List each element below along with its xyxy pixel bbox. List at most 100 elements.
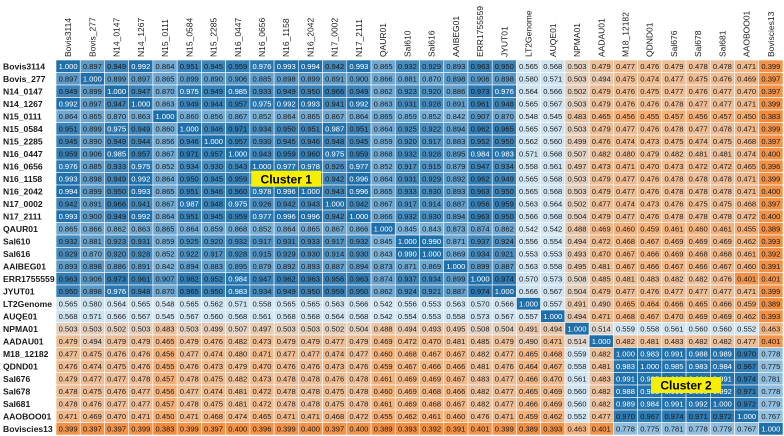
cell-value: 0.472 (737, 212, 756, 221)
cell-value: 0.478 (301, 399, 320, 408)
cell-value: 0.477 (495, 387, 514, 396)
cell-value: 0.479 (592, 187, 611, 196)
cell-value: 0.475 (83, 349, 102, 358)
cell-value: 0.477 (349, 349, 368, 358)
cell-value: 0.565 (519, 62, 538, 71)
cell-value: 0.898 (83, 174, 102, 183)
cell-value: 0.992 (59, 99, 78, 108)
cell-value: 0.934 (471, 249, 490, 258)
cell-value: 0.471 (737, 187, 756, 196)
cell-value: 0.859 (374, 137, 393, 146)
cell-value: 0.959 (59, 149, 78, 158)
cell-value: 0.552 (568, 412, 587, 421)
cell-value: 0.477 (107, 399, 126, 408)
cell-value: 0.479 (592, 62, 611, 71)
cell-value: 0.478 (664, 124, 683, 133)
cell-value: 0.471 (616, 162, 635, 171)
cell-value: 0.899 (180, 74, 199, 83)
cell-value: 0.558 (446, 312, 465, 321)
column-label: N16_0447 (233, 17, 243, 57)
cell-value: 0.944 (204, 99, 223, 108)
cell-value: 1.000 (640, 362, 659, 371)
cell-value: 0.401 (761, 337, 780, 346)
cell-value: 0.947 (471, 162, 490, 171)
cell-value: 0.450 (737, 112, 756, 121)
cell-value: 0.984 (228, 274, 247, 283)
cell-value: 0.479 (664, 62, 683, 71)
cell-value: 0.475 (83, 387, 102, 396)
cell-value: 0.476 (107, 349, 126, 358)
cell-value: 0.942 (325, 212, 344, 221)
cell-value: 0.862 (374, 87, 393, 96)
cell-value: 0.937 (471, 237, 490, 246)
cell-value: 0.477 (301, 349, 320, 358)
cell-value: 0.970 (616, 412, 635, 421)
cell-value: 0.466 (640, 262, 659, 271)
cell-value: 1.000 (446, 262, 465, 271)
cell-value: 0.983 (689, 362, 708, 371)
cell-value: 0.779 (761, 399, 780, 408)
cell-value: 0.466 (689, 262, 708, 271)
cell-value: 0.868 (374, 149, 393, 158)
cell-value: 0.485 (592, 274, 611, 283)
cell-value: 0.864 (277, 224, 296, 233)
cell-value: 0.991 (664, 349, 683, 358)
cell-value: 0.565 (519, 124, 538, 133)
cell-value: 0.553 (543, 249, 562, 258)
cell-value: 0.483 (664, 337, 683, 346)
cell-value: 0.957 (204, 149, 223, 158)
cell-value: 0.950 (59, 287, 78, 296)
cell-value: 0.483 (640, 274, 659, 283)
column-label: QDND01 (645, 22, 655, 57)
cell-value: 0.470 (107, 412, 126, 421)
cell-value: 0.472 (349, 412, 368, 421)
cell-value: 0.564 (325, 312, 344, 321)
cell-value: 0.951 (180, 62, 199, 71)
cell-value: 0.962 (180, 274, 199, 283)
cell-value: 0.865 (156, 187, 175, 196)
cell-value: 0.475 (713, 199, 732, 208)
cell-value: 0.477 (737, 337, 756, 346)
cell-value: 0.477 (664, 87, 683, 96)
cell-value: 0.863 (131, 224, 150, 233)
cell-value: 0.461 (422, 412, 441, 421)
cell-value: 0.467 (446, 349, 465, 358)
cell-value: 0.468 (398, 349, 417, 358)
cell-value: 0.465 (689, 299, 708, 308)
cell-value: 0.467 (422, 349, 441, 358)
row-label: QDND01 (3, 361, 38, 371)
cell-value: 0.481 (471, 362, 490, 371)
cell-value: 0.558 (519, 162, 538, 171)
cell-value: 0.898 (83, 262, 102, 271)
cell-value: 0.548 (156, 299, 175, 308)
cell-value: 0.476 (471, 412, 490, 421)
cell-value: 0.928 (422, 99, 441, 108)
cell-value: 0.475 (664, 137, 683, 146)
cell-value: 0.975 (131, 162, 150, 171)
cell-value: 0.571 (83, 312, 102, 321)
cell-value: 0.945 (204, 212, 223, 221)
cell-value: 0.852 (252, 112, 271, 121)
cell-value: 0.929 (277, 249, 296, 258)
cell-value: 1.000 (131, 99, 150, 108)
cell-value: 0.993 (59, 212, 78, 221)
cell-value: 0.481 (592, 262, 611, 271)
cell-value: 1.000 (374, 224, 393, 233)
cell-value: 0.389 (374, 424, 393, 433)
cell-value: 1.000 (204, 137, 223, 146)
cell-value: 0.945 (204, 174, 223, 183)
cell-value: 1.000 (471, 274, 490, 283)
cell-value: 0.483 (471, 374, 490, 383)
cell-value: 0.471 (131, 412, 150, 421)
cell-value: 0.950 (301, 87, 320, 96)
cell-value: 0.891 (83, 199, 102, 208)
cell-value: 0.474 (689, 137, 708, 146)
cell-value: 0.906 (83, 274, 102, 283)
cell-value: 0.988 (616, 387, 635, 396)
cell-value: 0.973 (471, 87, 490, 96)
cell-value: 0.556 (519, 237, 538, 246)
cell-value: 0.864 (349, 112, 368, 121)
cell-value: 0.476 (83, 399, 102, 408)
cell-value: 0.457 (713, 112, 732, 121)
cell-value: 0.478 (277, 399, 296, 408)
